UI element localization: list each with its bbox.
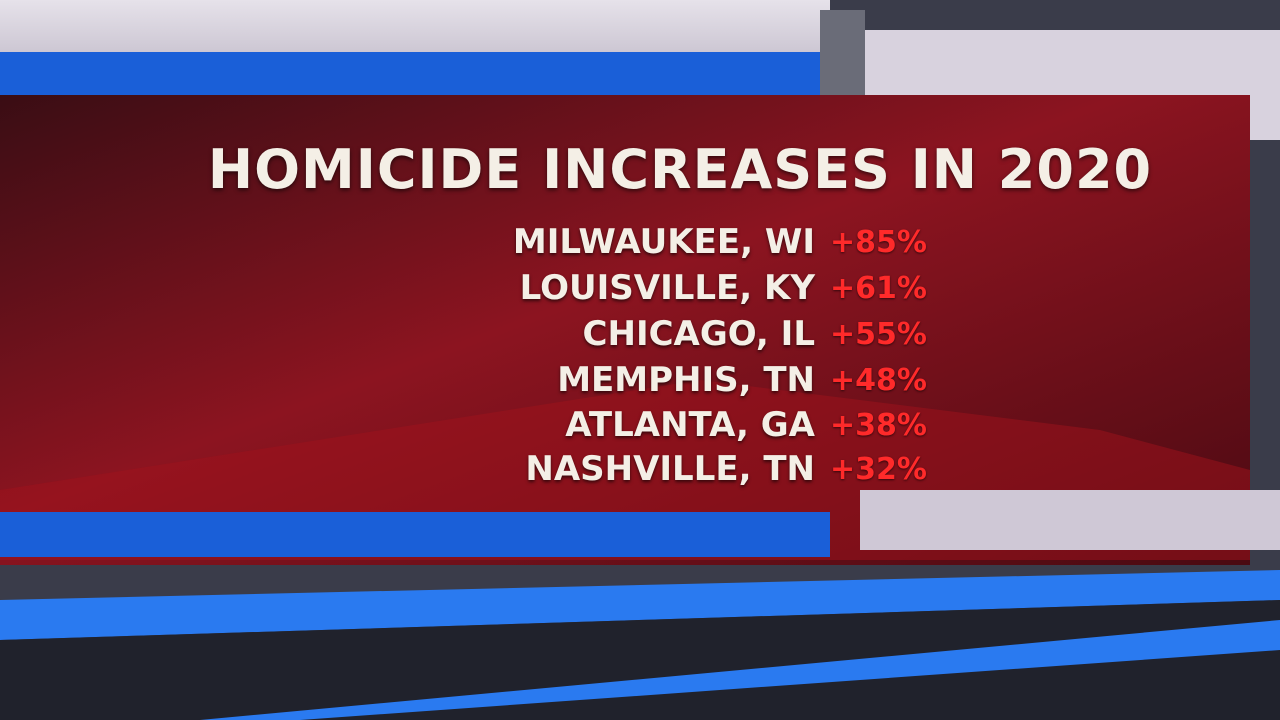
list-row: MILWAUKEE, WI +85% xyxy=(0,222,1280,268)
percent-change: +38% xyxy=(830,408,927,443)
city-name: NASHVILLE, TN xyxy=(525,449,815,489)
list-row: MEMPHIS, TN +48% xyxy=(0,360,1280,406)
list-row: NASHVILLE, TN +32% xyxy=(0,449,1280,495)
list-row: ATLANTA, GA +38% xyxy=(0,405,1280,451)
title: HOMICIDE INCREASES IN 2020 xyxy=(207,138,1153,201)
list-row: CHICAGO, IL +55% xyxy=(0,314,1280,360)
city-name: MEMPHIS, TN xyxy=(557,360,815,400)
percent-change: +85% xyxy=(830,225,927,260)
list-row: LOUISVILLE, KY +61% xyxy=(0,268,1280,314)
city-name: MILWAUKEE, WI xyxy=(512,222,815,262)
city-name: LOUISVILLE, KY xyxy=(519,268,815,308)
percent-change: +48% xyxy=(830,363,927,398)
percent-change: +61% xyxy=(830,271,927,306)
percent-change: +32% xyxy=(830,452,927,487)
percent-change: +55% xyxy=(830,317,927,352)
city-name: ATLANTA, GA xyxy=(565,405,815,445)
city-name: CHICAGO, IL xyxy=(582,314,815,354)
